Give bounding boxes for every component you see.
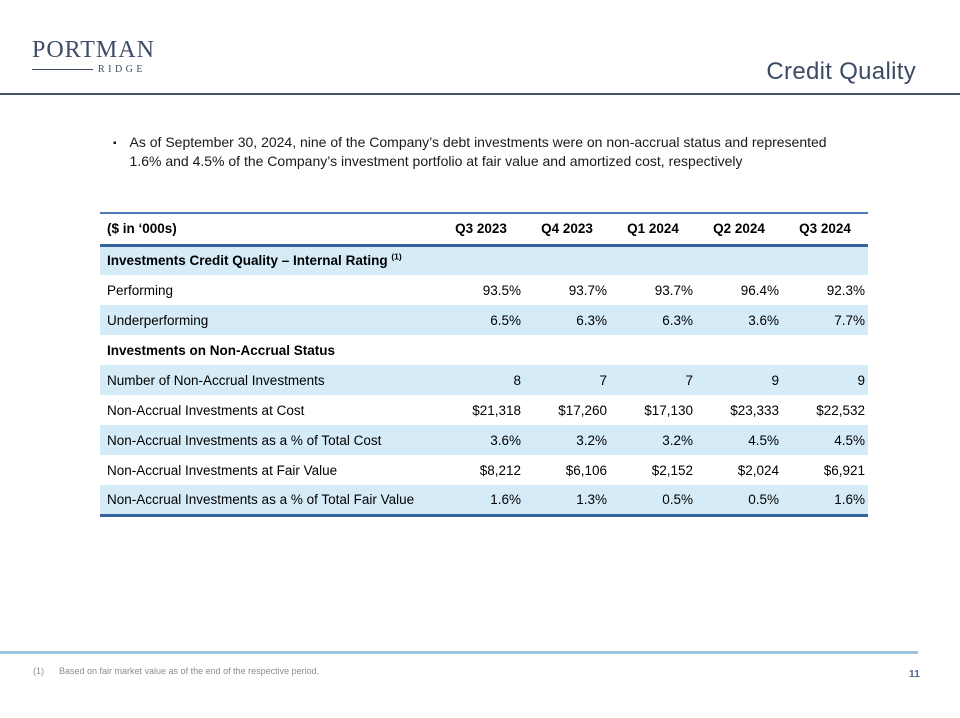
table-row: Number of Non-Accrual Investments 8 7 7 9 9: [100, 365, 868, 395]
credit-quality-table-wrap: ($ in ‘000s) Q3 2023 Q4 2023 Q1 2024 Q2 202…: [100, 212, 868, 517]
table-row: Non-Accrual Investments at Cost $21,318 $1…: [100, 395, 868, 425]
portman-ridge-logo: PORTMAN RIDGE: [32, 37, 155, 75]
cell-value: 7: [599, 372, 607, 388]
cell-value: $6,921: [823, 462, 865, 478]
header-divider: [0, 93, 960, 95]
table-row: Non-Accrual Investments as a % of Total …: [100, 485, 868, 517]
credit-quality-table: ($ in ‘000s) Q3 2023 Q4 2023 Q1 2024 Q2 202…: [100, 212, 868, 517]
logo-secondary-row: RIDGE: [32, 64, 146, 75]
table-row: Non-Accrual Investments at Fair Value $8,…: [100, 455, 868, 485]
cell-value: 6.3%: [662, 312, 693, 328]
logo-rule: [32, 69, 93, 70]
logo-primary-text: PORTMAN: [32, 37, 155, 63]
row-label: Non-Accrual Investments as a % of Total …: [107, 432, 382, 448]
cell-value: $17,260: [558, 402, 607, 418]
cell-value: 8: [513, 372, 521, 388]
row-label: Number of Non-Accrual Investments: [107, 372, 325, 388]
cell-value: 3.2%: [576, 432, 607, 448]
cell-value: $17,130: [644, 402, 693, 418]
cell-value: $6,106: [565, 462, 607, 478]
footnote-marker: (1): [33, 666, 44, 676]
footnote-ref: (1): [391, 251, 402, 262]
cell-value: 7: [685, 372, 693, 388]
column-header: Q1 2024: [610, 212, 696, 247]
page-title: Credit Quality: [766, 58, 916, 85]
cell-value: 4.5%: [834, 432, 865, 448]
column-header: Q3 2023: [438, 212, 524, 247]
cell-value: $21,318: [472, 402, 521, 418]
bullet-text: As of September 30, 2024, nine of the Co…: [129, 134, 827, 169]
cell-value: $8,212: [479, 462, 521, 478]
row-label: Non-Accrual Investments at Fair Value: [107, 462, 338, 478]
cell-value: 9: [771, 372, 779, 388]
cell-value: 1.3%: [524, 485, 610, 517]
cell-value: 6.5%: [490, 312, 521, 328]
column-header: Q4 2023: [524, 212, 610, 247]
footer-divider: [0, 651, 918, 654]
section-label: Investments on Non-Accrual Status: [107, 342, 336, 358]
cell-value: 6.3%: [576, 312, 607, 328]
table-header-row: ($ in ‘000s) Q3 2023 Q4 2023 Q1 2024 Q2 202…: [100, 212, 868, 247]
page-number: 11: [908, 668, 920, 680]
credit-table-body: Investments Credit Quality – Internal Ra…: [100, 245, 868, 517]
table-label-header: ($ in ‘000s): [100, 212, 438, 247]
section-label: Investments Credit Quality – Internal Ra…: [107, 251, 402, 269]
cell-value: 9: [857, 372, 865, 388]
cell-value: 1.6%: [782, 485, 868, 517]
row-label: Non-Accrual Investments as a % of Total …: [100, 485, 438, 517]
table-row: Non-Accrual Investments as a % of Total …: [100, 425, 868, 455]
column-header: Q2 2024: [696, 212, 782, 247]
row-label: Performing: [107, 282, 174, 298]
cell-value: 0.5%: [610, 485, 696, 517]
cell-value: 93.7%: [654, 282, 693, 298]
cell-value: 7.7%: [834, 312, 865, 328]
cell-value: $23,333: [730, 402, 779, 418]
row-label: Underperforming: [107, 312, 209, 328]
footnote-text: Based on fair market value as of the end…: [59, 666, 320, 676]
cell-value: 96.4%: [740, 282, 779, 298]
square-bullet-icon: ▪: [113, 138, 117, 149]
table-row: Underperforming 6.5% 6.3% 6.3% 3.6% 7.7%: [100, 305, 868, 335]
cell-value: 92.3%: [826, 282, 865, 298]
cell-value: 3.6%: [490, 432, 521, 448]
cell-value: 3.6%: [748, 312, 779, 328]
logo-secondary-text: RIDGE: [97, 64, 146, 75]
cell-value: 0.5%: [696, 485, 782, 517]
cell-value: 3.2%: [662, 432, 693, 448]
cell-value: 93.7%: [568, 282, 607, 298]
cell-value: $2,152: [651, 462, 693, 478]
cell-value: $2,024: [737, 462, 779, 478]
cell-value: $22,532: [816, 402, 865, 418]
table-section-row: Investments on Non-Accrual Status: [100, 335, 868, 365]
bullet-item: ▪ As of September 30, 2024, nine of the …: [113, 133, 842, 171]
column-header: Q3 2024: [782, 212, 868, 247]
cell-value: 93.5%: [482, 282, 521, 298]
row-label: Non-Accrual Investments at Cost: [107, 402, 305, 418]
cell-value: 1.6%: [438, 485, 524, 517]
cell-value: 4.5%: [748, 432, 779, 448]
table-row: Performing 93.5% 93.7% 93.7% 96.4% 92.3%: [100, 275, 868, 305]
footnote: (1) Based on fair market value as of the…: [33, 666, 319, 676]
table-section-row: Investments Credit Quality – Internal Ra…: [100, 245, 868, 275]
